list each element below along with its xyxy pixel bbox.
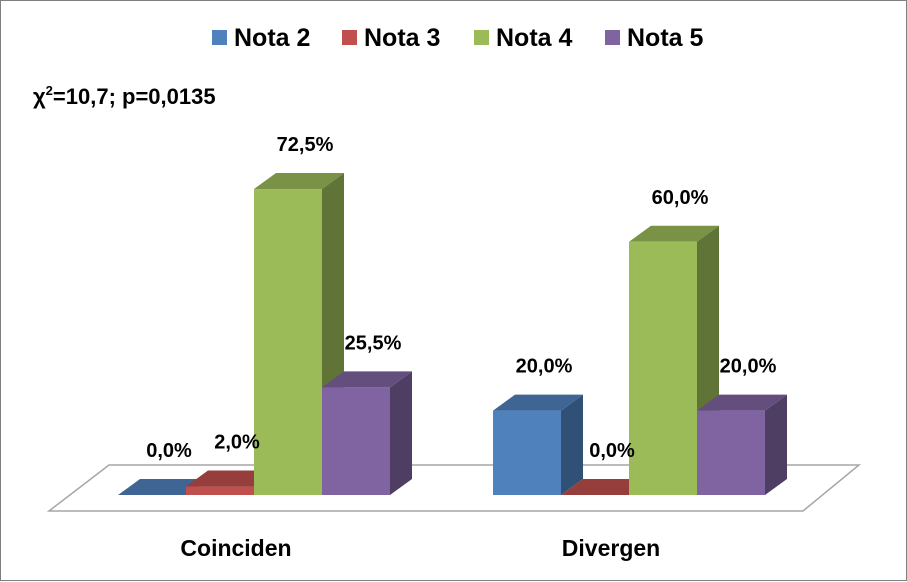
bar-top xyxy=(254,173,344,190)
bar-top xyxy=(697,394,787,411)
bar-side xyxy=(390,371,412,495)
bar-top xyxy=(493,394,583,411)
legend-swatch-4 xyxy=(605,30,620,45)
data-label: 60,0% xyxy=(652,187,709,209)
bar-side xyxy=(561,394,583,495)
stat-chi: χ xyxy=(33,84,46,109)
legend: Nota 2 Nota 3 Nota 4 Nota 5 xyxy=(212,24,704,52)
bar-divergen-nota5 xyxy=(697,394,787,495)
bar-coinciden-nota2 xyxy=(118,479,208,495)
data-label: 0,0% xyxy=(146,440,192,462)
bar-front xyxy=(493,410,561,495)
bar-divergen-nota2 xyxy=(493,394,583,495)
legend-label-3: Nota 4 xyxy=(496,24,573,52)
legend-label-4: Nota 5 xyxy=(627,24,704,52)
bar-top xyxy=(322,371,412,388)
data-label: 20,0% xyxy=(516,356,573,378)
data-label: 0,0% xyxy=(589,440,635,462)
bars xyxy=(118,173,787,496)
data-label: 20,0% xyxy=(720,356,777,378)
legend-label-1: Nota 2 xyxy=(234,24,310,52)
category-label-1: Coinciden xyxy=(180,535,291,561)
bar-top xyxy=(561,479,651,495)
category-labels: Coinciden Divergen xyxy=(180,535,660,561)
stat-superscript: 2 xyxy=(46,83,53,98)
bar-front xyxy=(186,486,254,495)
bar-coinciden-nota5 xyxy=(322,371,412,495)
bar-front xyxy=(322,387,390,495)
category-label-2: Divergen xyxy=(562,535,660,561)
bar-front xyxy=(629,241,697,495)
data-labels: 0,0% 2,0% 72,5% 25,5% 20,0% 0,0% 60,0% 20,0% xyxy=(146,134,776,462)
data-label: 2,0% xyxy=(214,432,260,454)
legend-swatch-1 xyxy=(212,30,227,45)
data-label: 72,5% xyxy=(277,134,334,156)
stat-rest: =10,7; p=0,0135 xyxy=(53,84,216,109)
bar-divergen-nota3 xyxy=(561,479,651,495)
statistic-annotation: χ2=10,7; p=0,0135 xyxy=(33,83,216,109)
bar-top xyxy=(118,479,208,495)
legend-swatch-3 xyxy=(474,30,489,45)
bar-front xyxy=(697,410,765,495)
bar-top xyxy=(629,225,719,242)
bar-front xyxy=(254,189,322,496)
data-label: 25,5% xyxy=(345,332,402,354)
legend-swatch-2 xyxy=(342,30,357,45)
bar-side xyxy=(765,394,787,495)
bar-top xyxy=(186,470,276,487)
legend-label-2: Nota 3 xyxy=(364,24,440,52)
